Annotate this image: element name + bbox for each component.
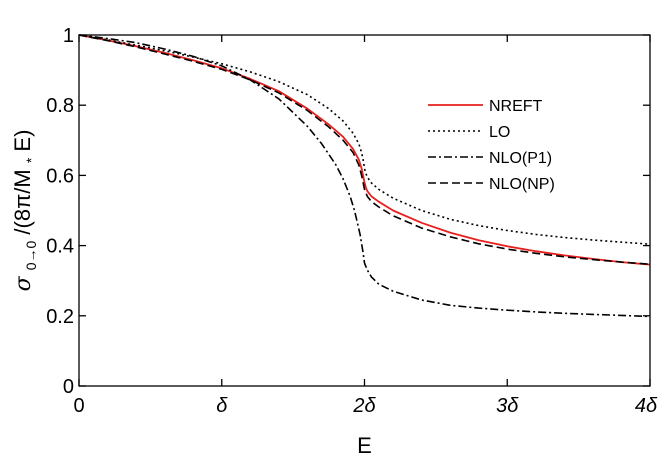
series-line-2 — [78, 34, 651, 318]
x-tick-label-3: 3δ — [496, 395, 519, 417]
y-tick-label-2: 0.4 — [46, 236, 74, 258]
legend-label-0: NREFT — [489, 98, 543, 115]
legend: NREFT LO NLO(P1) NLO(NP) — [428, 98, 555, 193]
series-line-1 — [78, 34, 651, 245]
series-line-3 — [78, 34, 651, 265]
y-axis-label-sigma: σ — [11, 275, 36, 291]
y-tick-label-4: 0.8 — [46, 95, 74, 117]
x-tick-label-2: 2δ — [352, 395, 376, 417]
y-tick-label-0: 0 — [63, 376, 74, 398]
legend-label-2: NLO(P1) — [489, 150, 552, 167]
y-axis-label-star: * — [23, 157, 39, 163]
y-axis-label: σ 0→0 /(8π/M * E) — [10, 130, 41, 292]
plot-curves — [78, 34, 651, 318]
x-axis-label: E — [357, 433, 372, 458]
y-tick-label-5: 1 — [63, 25, 74, 47]
y-axis-label-subscript: 0→0 — [23, 240, 39, 270]
legend-label-1: LO — [489, 124, 510, 141]
y-axis-label-middle: /(8π/M — [10, 169, 35, 234]
y-tick-label-1: 0.2 — [46, 306, 74, 328]
axis-ticks — [78, 34, 651, 387]
x-tick-label-0: 0 — [73, 395, 84, 417]
plot-frame — [78, 34, 651, 387]
series-line-0 — [78, 34, 651, 266]
y-tick-label-3: 0.6 — [46, 165, 74, 187]
axis-tick-labels: 0 δ 2δ 3δ 4δ 0 0.2 0.4 0.6 0.8 1 — [46, 25, 658, 417]
y-axis-label-suffix: E) — [10, 130, 35, 152]
x-tick-label-4: 4δ — [635, 395, 658, 417]
legend-label-3: NLO(NP) — [489, 176, 555, 193]
x-tick-label-1: δ — [216, 395, 228, 417]
